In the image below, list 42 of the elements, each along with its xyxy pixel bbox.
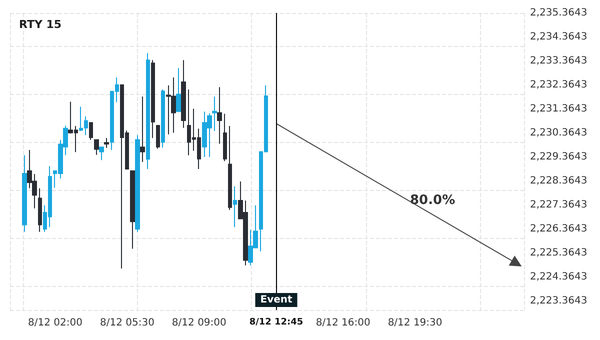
y-tick-label: 2,232.3643 <box>530 80 588 91</box>
candlestick <box>135 134 140 232</box>
y-tick-label: 2,225.3643 <box>530 248 588 259</box>
y-tick-label: 2,235.3643 <box>530 8 588 18</box>
text: RTY 15 <box>19 18 62 31</box>
y-tick-label: 2,229.3643 <box>530 152 588 163</box>
candlestick <box>130 170 135 250</box>
candlestick <box>104 138 109 148</box>
y-tick-label: 2,223.3643 <box>530 296 588 307</box>
candlestick <box>228 126 232 210</box>
y-tick-label: 2,231.3643 <box>530 104 588 115</box>
candlestick <box>181 60 186 128</box>
y-tick-label: 2,234.3643 <box>530 32 588 43</box>
candlestick <box>94 139 99 156</box>
candlestick <box>22 154 27 232</box>
candlestick <box>38 188 42 232</box>
candlestick <box>176 68 181 113</box>
y-tick-label: 2,224.3643 <box>530 272 588 283</box>
y-tick-label: 2,228.3643 <box>530 176 588 187</box>
x-tick-label: 8/12 16:00 <box>316 318 370 328</box>
ref-line-label: Event <box>260 294 292 306</box>
y-tick-label: 2,226.3643 <box>530 224 588 235</box>
x-tick-label: 8/12 09:00 <box>172 318 226 328</box>
x-tick-label: 8/12 19:30 <box>388 318 442 328</box>
y-tick-label: 2,233.3643 <box>530 56 588 67</box>
y-tick-label: 2,227.3643 <box>530 200 588 211</box>
x-tick-label: 8/12 02:00 <box>28 318 82 328</box>
candlestick <box>233 186 237 228</box>
candlestick <box>212 96 217 132</box>
x-tick-label: 8/12 12:45 <box>249 318 304 328</box>
candlestick <box>140 96 145 163</box>
annotation: 80.0% <box>410 193 456 208</box>
candlestick <box>217 86 222 144</box>
candlestick <box>89 122 93 140</box>
candlestick <box>151 60 155 139</box>
candlestick <box>146 52 150 170</box>
candlestick <box>99 146 104 161</box>
candlestick <box>223 113 227 162</box>
x-tick-label: 8/12 05:30 <box>100 318 154 328</box>
candlestick <box>156 125 160 150</box>
candlestick <box>161 88 165 148</box>
y-tick-label: 2,230.3643 <box>530 128 588 139</box>
